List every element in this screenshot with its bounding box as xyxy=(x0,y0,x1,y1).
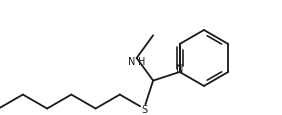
Text: N: N xyxy=(128,57,136,67)
Text: N: N xyxy=(176,64,183,74)
Text: S: S xyxy=(141,104,147,114)
Text: H: H xyxy=(138,57,145,67)
